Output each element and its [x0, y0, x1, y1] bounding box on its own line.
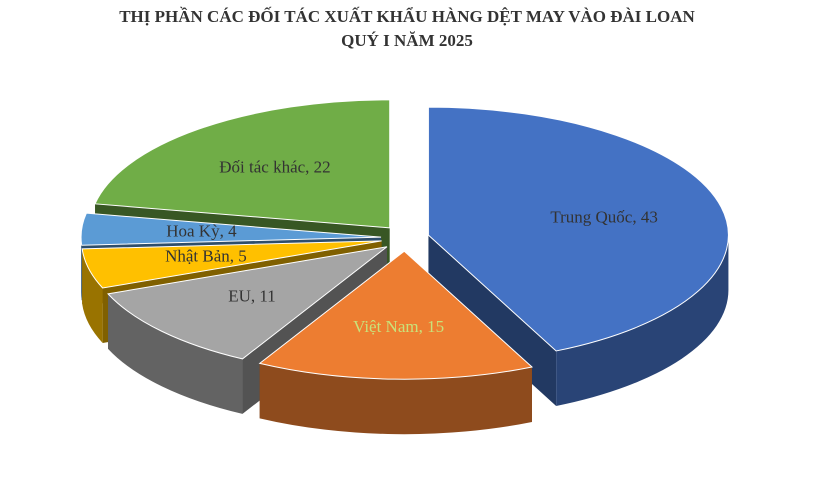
slice	[94, 99, 391, 229]
slice-wall	[556, 235, 729, 406]
slice-wall	[81, 237, 82, 301]
data-label: Đối tác khác, 22	[219, 158, 330, 177]
labels: Trung Quốc, 43 Việt Nam, 15 EU, 11 Nhật Bản…	[165, 158, 658, 336]
slice	[427, 106, 729, 352]
data-label: Trung Quốc, 43	[550, 207, 658, 226]
chart-title: THỊ PHẦN CÁC ĐỐI TÁC XUẤT KHẨU HÀNG DỆT …	[119, 6, 695, 26]
slice-wall	[259, 363, 532, 435]
data-label: EU, 11	[228, 286, 276, 305]
slice	[80, 212, 382, 246]
data-label: Nhật Bản, 5	[165, 247, 247, 266]
slice	[81, 240, 382, 289]
slice-wall	[108, 293, 243, 414]
data-label: Hoa Kỳ, 4	[166, 221, 237, 240]
pie	[80, 99, 729, 435]
slice	[107, 246, 388, 360]
data-label: Việt Nam, 15	[353, 317, 444, 336]
slice-wall	[82, 248, 103, 343]
chart-title: QUÝ I NĂM 2025	[341, 31, 473, 50]
slice	[258, 250, 534, 380]
